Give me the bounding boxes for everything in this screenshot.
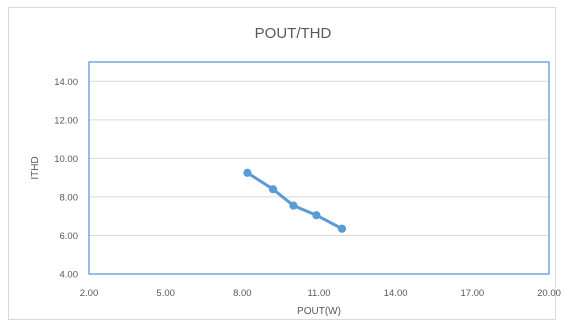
x-tick-label: 5.00 xyxy=(156,288,175,299)
y-tick-label: 6.00 xyxy=(60,231,79,242)
data-point xyxy=(337,224,347,233)
y-tick-label: 8.00 xyxy=(60,192,79,203)
x-tick-label: 14.00 xyxy=(384,288,408,299)
x-tick-label: 11.00 xyxy=(307,288,330,299)
data-point xyxy=(268,185,278,194)
grid-lines xyxy=(89,80,549,275)
x-tick-label: 20.00 xyxy=(537,288,561,299)
chart-title: POUT/THD xyxy=(255,25,332,42)
chart-frame xyxy=(8,7,556,320)
series-group xyxy=(243,168,347,233)
data-point xyxy=(243,168,252,177)
x-tick-label: 17.00 xyxy=(460,288,484,299)
y-tick-label: 12.00 xyxy=(54,115,78,126)
x-tick-label: 2.00 xyxy=(80,288,99,299)
series-line xyxy=(245,171,344,231)
data-point xyxy=(312,211,321,220)
y-tick-label: 10.00 xyxy=(54,154,78,165)
plot-area-border xyxy=(88,61,550,275)
x-tick-label: 8.00 xyxy=(233,288,252,299)
y-axis-ticks: 4.00 6.00 8.00 10.00 12.00 14.00 xyxy=(54,77,78,281)
x-axis-ticks: 2.00 5.00 8.00 11.00 14.00 17.00 20.00 xyxy=(80,288,561,299)
x-axis-label: POUT(W) xyxy=(297,306,341,317)
y-tick-label: 14.00 xyxy=(54,77,78,88)
y-tick-label: 4.00 xyxy=(60,270,79,281)
data-point xyxy=(289,201,298,210)
y-axis-label: ITHD xyxy=(30,156,41,179)
